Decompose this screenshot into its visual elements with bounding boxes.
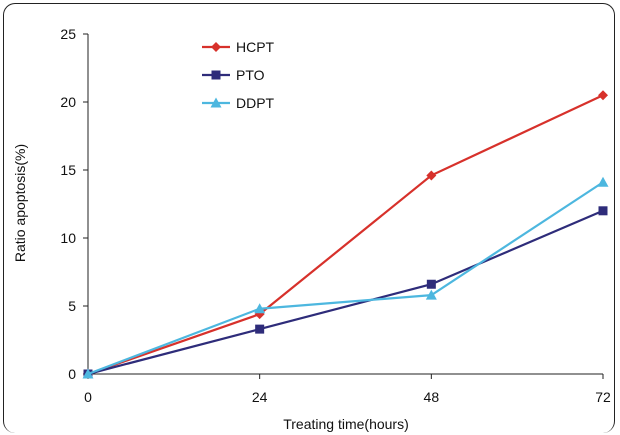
data-point-hcpt xyxy=(598,90,608,101)
legend-marker-ddpt xyxy=(210,97,222,108)
data-point-hcpt xyxy=(426,170,437,181)
series-ddpt xyxy=(82,176,609,379)
legend-item-pto: PTO xyxy=(202,67,265,83)
data-point-ddpt xyxy=(82,368,94,379)
y-tick-label: 5 xyxy=(68,298,76,314)
series-line-ddpt xyxy=(87,181,604,376)
legend-item-ddpt: DDPT xyxy=(202,95,275,111)
x-tick-label: 24 xyxy=(252,389,268,405)
legend-marker-pto xyxy=(211,70,221,80)
legend: HCPT PTO DDPT xyxy=(202,39,275,111)
data-point-pto xyxy=(426,279,436,289)
series-layer xyxy=(82,90,609,379)
y-tick-label: 0 xyxy=(68,366,76,382)
legend-label-pto: PTO xyxy=(236,67,265,83)
legend-item-hcpt: HCPT xyxy=(202,39,275,55)
series-line-pto xyxy=(87,209,604,376)
axes: 0 5 10 15 20 25 0 24 48 72 xyxy=(60,26,611,405)
y-tick-label: 15 xyxy=(60,162,76,178)
data-point-pto xyxy=(255,324,265,334)
y-axis-title: Ratio apoptosis(%) xyxy=(12,144,28,262)
chart-frame xyxy=(3,3,615,433)
series-hcpt xyxy=(83,90,608,379)
y-tick-label: 25 xyxy=(60,26,76,42)
data-point-ddpt xyxy=(254,303,266,314)
data-point-ddpt xyxy=(425,289,437,300)
x-tick-label: 48 xyxy=(424,389,440,405)
y-tick-label: 10 xyxy=(60,230,76,246)
data-point-pto xyxy=(598,206,608,216)
legend-label-hcpt: HCPT xyxy=(236,39,275,55)
legend-marker-hcpt xyxy=(211,42,221,52)
series-line-hcpt xyxy=(87,94,604,376)
x-axis-title: Treating time(hours) xyxy=(283,416,409,432)
x-tick-label: 0 xyxy=(84,389,92,405)
data-point-ddpt xyxy=(597,176,609,187)
x-tick-label: 72 xyxy=(595,389,611,405)
legend-label-ddpt: DDPT xyxy=(236,95,275,111)
y-tick-label: 20 xyxy=(60,94,76,110)
